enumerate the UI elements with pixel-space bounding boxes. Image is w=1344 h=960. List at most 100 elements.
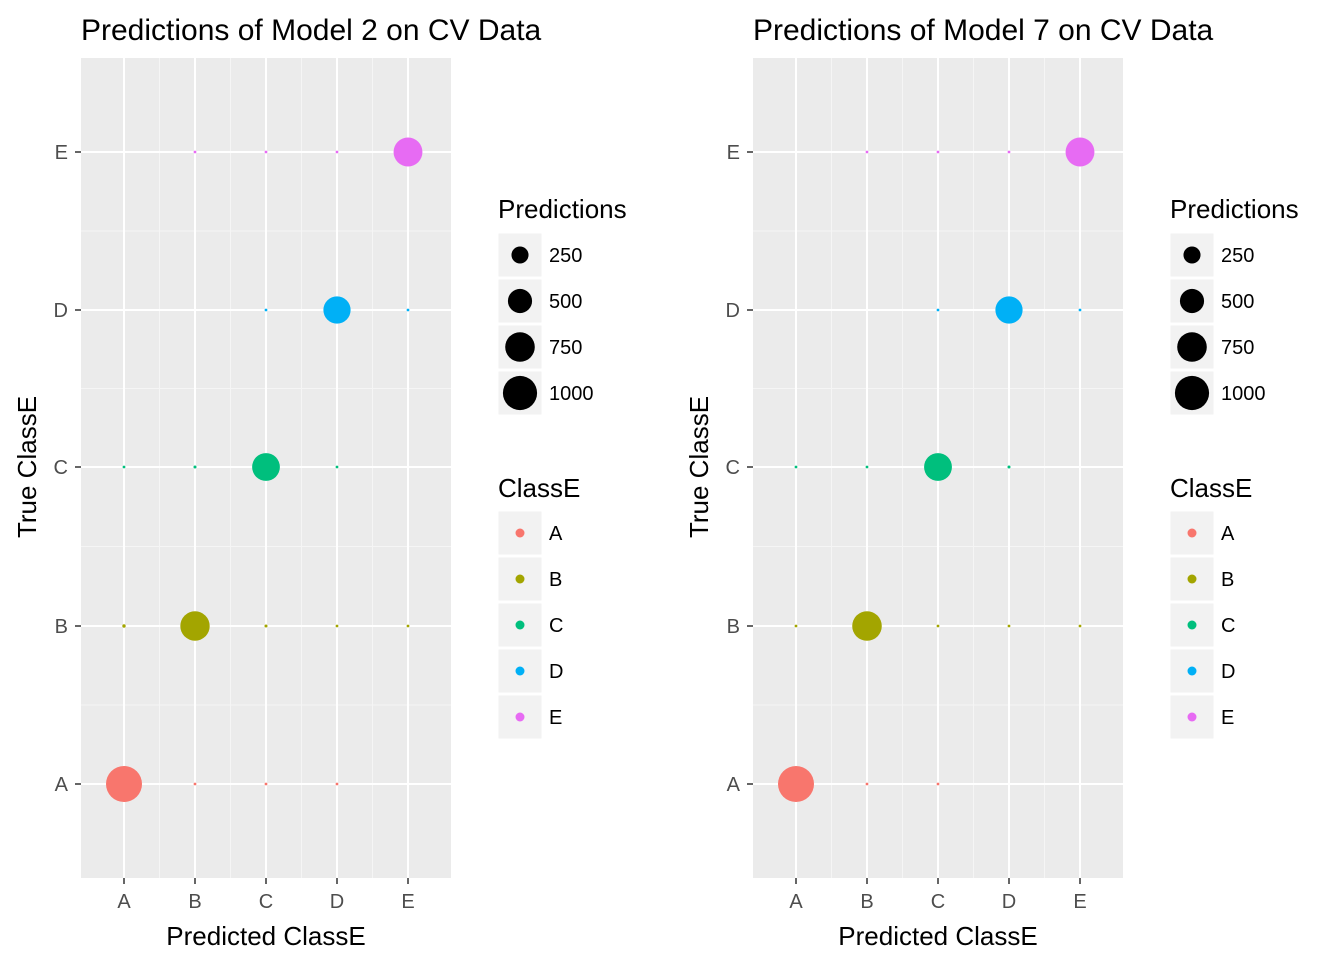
data-point	[924, 453, 952, 481]
chart-title: Predictions of Model 7 on CV Data	[753, 14, 1214, 47]
chart-svg-model-7: Predictions of Model 7 on CV Data A B C D E A B…	[684, 14, 1299, 951]
size-legend-label: 750	[1221, 337, 1254, 359]
y-axis-title: True ClassE	[12, 396, 42, 538]
color-legend-label: D	[1221, 661, 1235, 683]
color-legend-symbol	[1187, 620, 1197, 630]
size-legend-title: Predictions	[498, 194, 627, 224]
y-tick-label: D	[726, 300, 740, 322]
color-legend-label: B	[1221, 569, 1234, 591]
data-point	[193, 150, 197, 154]
data-point	[193, 465, 197, 469]
x-tick-label: D	[330, 891, 344, 913]
size-legend-label: 500	[549, 291, 582, 313]
y-tick-label: C	[726, 457, 740, 479]
data-point	[264, 782, 268, 786]
data-point	[1007, 624, 1011, 628]
size-legend-symbol	[1177, 332, 1207, 362]
size-legend-label: 250	[1221, 245, 1254, 267]
color-legend-symbol	[1187, 574, 1197, 584]
data-point	[180, 611, 210, 641]
x-tick-label: E	[401, 891, 414, 913]
color-legend-symbol	[515, 574, 525, 584]
data-point	[252, 453, 280, 481]
data-point	[865, 150, 869, 154]
size-legend-symbol	[507, 288, 533, 314]
data-point	[936, 624, 940, 628]
data-point	[122, 465, 126, 469]
data-point	[936, 150, 940, 154]
data-point	[1078, 624, 1082, 628]
x-tick-label: A	[789, 891, 803, 913]
data-point	[995, 296, 1023, 324]
x-axis-title: Predicted ClassE	[166, 921, 365, 951]
x-tick-label: C	[259, 891, 273, 913]
data-point	[193, 782, 197, 786]
data-point	[106, 766, 142, 802]
data-point	[406, 624, 410, 628]
data-point	[794, 624, 798, 628]
data-point	[393, 137, 423, 167]
color-legend-label: A	[1221, 523, 1235, 545]
color-legend-symbol	[1187, 666, 1197, 676]
chart-svg-model-2: Predictions of Model 2 on CV Data A B C D E A B…	[12, 14, 627, 951]
chart-panel-model-7: Predictions of Model 7 on CV Data A B C D E A B…	[672, 0, 1344, 960]
x-tick-label: D	[1002, 891, 1016, 913]
x-tick-label: E	[1073, 891, 1086, 913]
color-legend-symbol	[515, 620, 525, 630]
y-tick-label: B	[727, 616, 740, 638]
size-legend-label: 250	[549, 245, 582, 267]
data-point	[1007, 465, 1011, 469]
color-legend-label: C	[1221, 615, 1235, 637]
color-legend-label: B	[549, 569, 562, 591]
size-legend-symbol	[1179, 288, 1205, 314]
color-legend-title: ClassE	[1170, 473, 1252, 503]
color-legend-label: C	[549, 615, 563, 637]
y-tick-label: A	[727, 774, 741, 796]
data-point	[1065, 137, 1095, 167]
size-legend-symbol	[1174, 375, 1210, 411]
size-legend-symbol	[502, 375, 538, 411]
size-legend-symbol	[511, 246, 529, 264]
size-legend-label: 1000	[549, 383, 594, 405]
data-point	[264, 624, 268, 628]
x-tick-label: A	[117, 891, 131, 913]
y-tick-label: E	[727, 142, 740, 164]
y-tick-label: B	[55, 616, 68, 638]
x-tick-label: C	[931, 891, 945, 913]
data-point	[335, 465, 339, 469]
color-legend-symbol	[1187, 712, 1197, 722]
data-point	[264, 150, 268, 154]
size-legend-label: 1000	[1221, 383, 1266, 405]
color-legend-label: E	[549, 707, 562, 729]
color-legend-symbol	[515, 528, 525, 538]
color-legend-label: E	[1221, 707, 1234, 729]
size-legend-label: 500	[1221, 291, 1254, 313]
data-point	[122, 624, 126, 628]
color-legend-symbol	[515, 712, 525, 722]
data-point	[936, 782, 940, 786]
data-point	[852, 611, 882, 641]
data-point	[323, 296, 351, 324]
color-legend-title: ClassE	[498, 473, 580, 503]
x-tick-label: B	[860, 891, 873, 913]
data-point	[335, 624, 339, 628]
data-point	[1007, 150, 1011, 154]
x-tick-label: B	[188, 891, 201, 913]
y-tick-label: D	[54, 300, 68, 322]
y-tick-label: A	[55, 774, 69, 796]
data-point	[335, 782, 339, 786]
chart-panel-model-2: Predictions of Model 2 on CV Data A B C D E A B…	[12, 14, 627, 951]
size-legend-title: Predictions	[1170, 194, 1299, 224]
y-axis-title: True ClassE	[684, 396, 714, 538]
data-point	[865, 782, 869, 786]
data-point	[264, 308, 268, 312]
data-point	[778, 766, 814, 802]
size-legend-symbol	[1183, 246, 1201, 264]
x-axis-title: Predicted ClassE	[838, 921, 1037, 951]
data-point	[406, 308, 410, 312]
color-legend-symbol	[1187, 528, 1197, 538]
data-point	[936, 308, 940, 312]
size-legend-label: 750	[549, 337, 582, 359]
size-legend-symbol	[505, 332, 535, 362]
y-tick-label: E	[55, 142, 68, 164]
